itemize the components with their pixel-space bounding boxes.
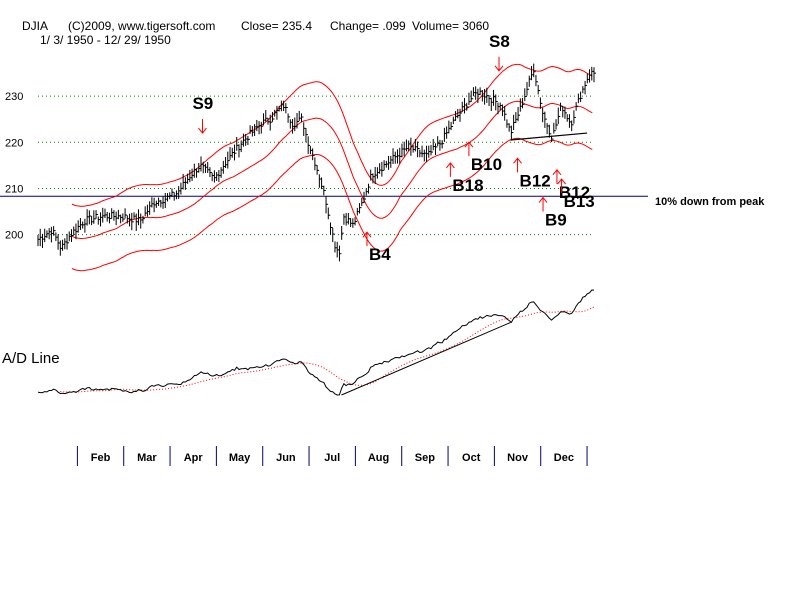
month-label: Nov bbox=[507, 452, 529, 464]
moving-average-line bbox=[71, 100, 593, 240]
buy-signal-label: B10 bbox=[471, 155, 502, 174]
month-label: May bbox=[229, 452, 251, 464]
month-label: Apr bbox=[184, 452, 204, 464]
reference-line-label: 10% down from peak bbox=[655, 196, 765, 208]
buy-signal-label: B12 bbox=[520, 171, 551, 190]
close-value: Close= 235.4 bbox=[241, 19, 312, 33]
chart-symbol: DJIA bbox=[22, 19, 48, 33]
y-tick-label: 210 bbox=[5, 183, 23, 195]
change-value: Change= .099 bbox=[330, 19, 406, 33]
chart-copyright: (C)2009, www.tigersoft.com bbox=[68, 19, 215, 33]
support-trendline bbox=[510, 132, 588, 141]
y-tick-label: 220 bbox=[5, 137, 23, 149]
y-tick-label: 230 bbox=[5, 91, 23, 103]
date-range: 1/ 3/ 1950 - 12/ 29/ 1950 bbox=[40, 33, 171, 47]
band-lines bbox=[71, 63, 593, 272]
ad-moving-average-line bbox=[60, 306, 595, 393]
grid-lines: 200 210 220 230 bbox=[5, 91, 594, 242]
month-label: Oct bbox=[462, 452, 481, 464]
sell-arrow-head bbox=[198, 127, 207, 134]
buy-signal-label: B18 bbox=[452, 176, 483, 195]
month-label: Dec bbox=[554, 452, 574, 464]
buy-arrow-head bbox=[513, 157, 522, 164]
ad-line-series bbox=[37, 289, 595, 396]
ad-trendline bbox=[341, 321, 511, 396]
month-label: Aug bbox=[368, 452, 389, 464]
sell-arrow-head bbox=[494, 65, 504, 72]
lower-band-line bbox=[71, 137, 593, 272]
y-tick-label: 200 bbox=[5, 230, 23, 242]
month-label: Mar bbox=[137, 452, 157, 464]
month-label: Jul bbox=[324, 452, 340, 464]
price-bars bbox=[37, 63, 596, 262]
buy-signal-label: B12 bbox=[559, 183, 590, 202]
buy-arrow-head bbox=[464, 141, 474, 148]
buy-arrow-head bbox=[362, 231, 372, 238]
buy-signal-label: B9 bbox=[545, 211, 567, 230]
buy-arrow-head bbox=[538, 196, 548, 203]
sell-signal-label: S9 bbox=[192, 94, 213, 113]
buy-arrow-head bbox=[552, 169, 562, 176]
buy-arrow-head bbox=[445, 162, 455, 169]
month-label: Sep bbox=[415, 452, 435, 464]
buy-signal-label: B4 bbox=[369, 245, 391, 264]
sell-signal-label: S8 bbox=[489, 32, 510, 51]
ad-line-panel bbox=[37, 289, 595, 396]
upper-band-line bbox=[71, 63, 593, 207]
month-label: Jun bbox=[276, 452, 296, 464]
buy-arrow-head bbox=[557, 178, 566, 185]
buy-signal-label: B13 bbox=[564, 192, 595, 211]
month-label: Feb bbox=[91, 452, 111, 464]
month-axis: Feb Mar Apr May Jun Jul Aug Sep Oct Nov Dec bbox=[76, 446, 588, 466]
ad-line-label: A/D Line bbox=[2, 350, 60, 367]
volume-value: Volume= 3060 bbox=[412, 19, 489, 33]
